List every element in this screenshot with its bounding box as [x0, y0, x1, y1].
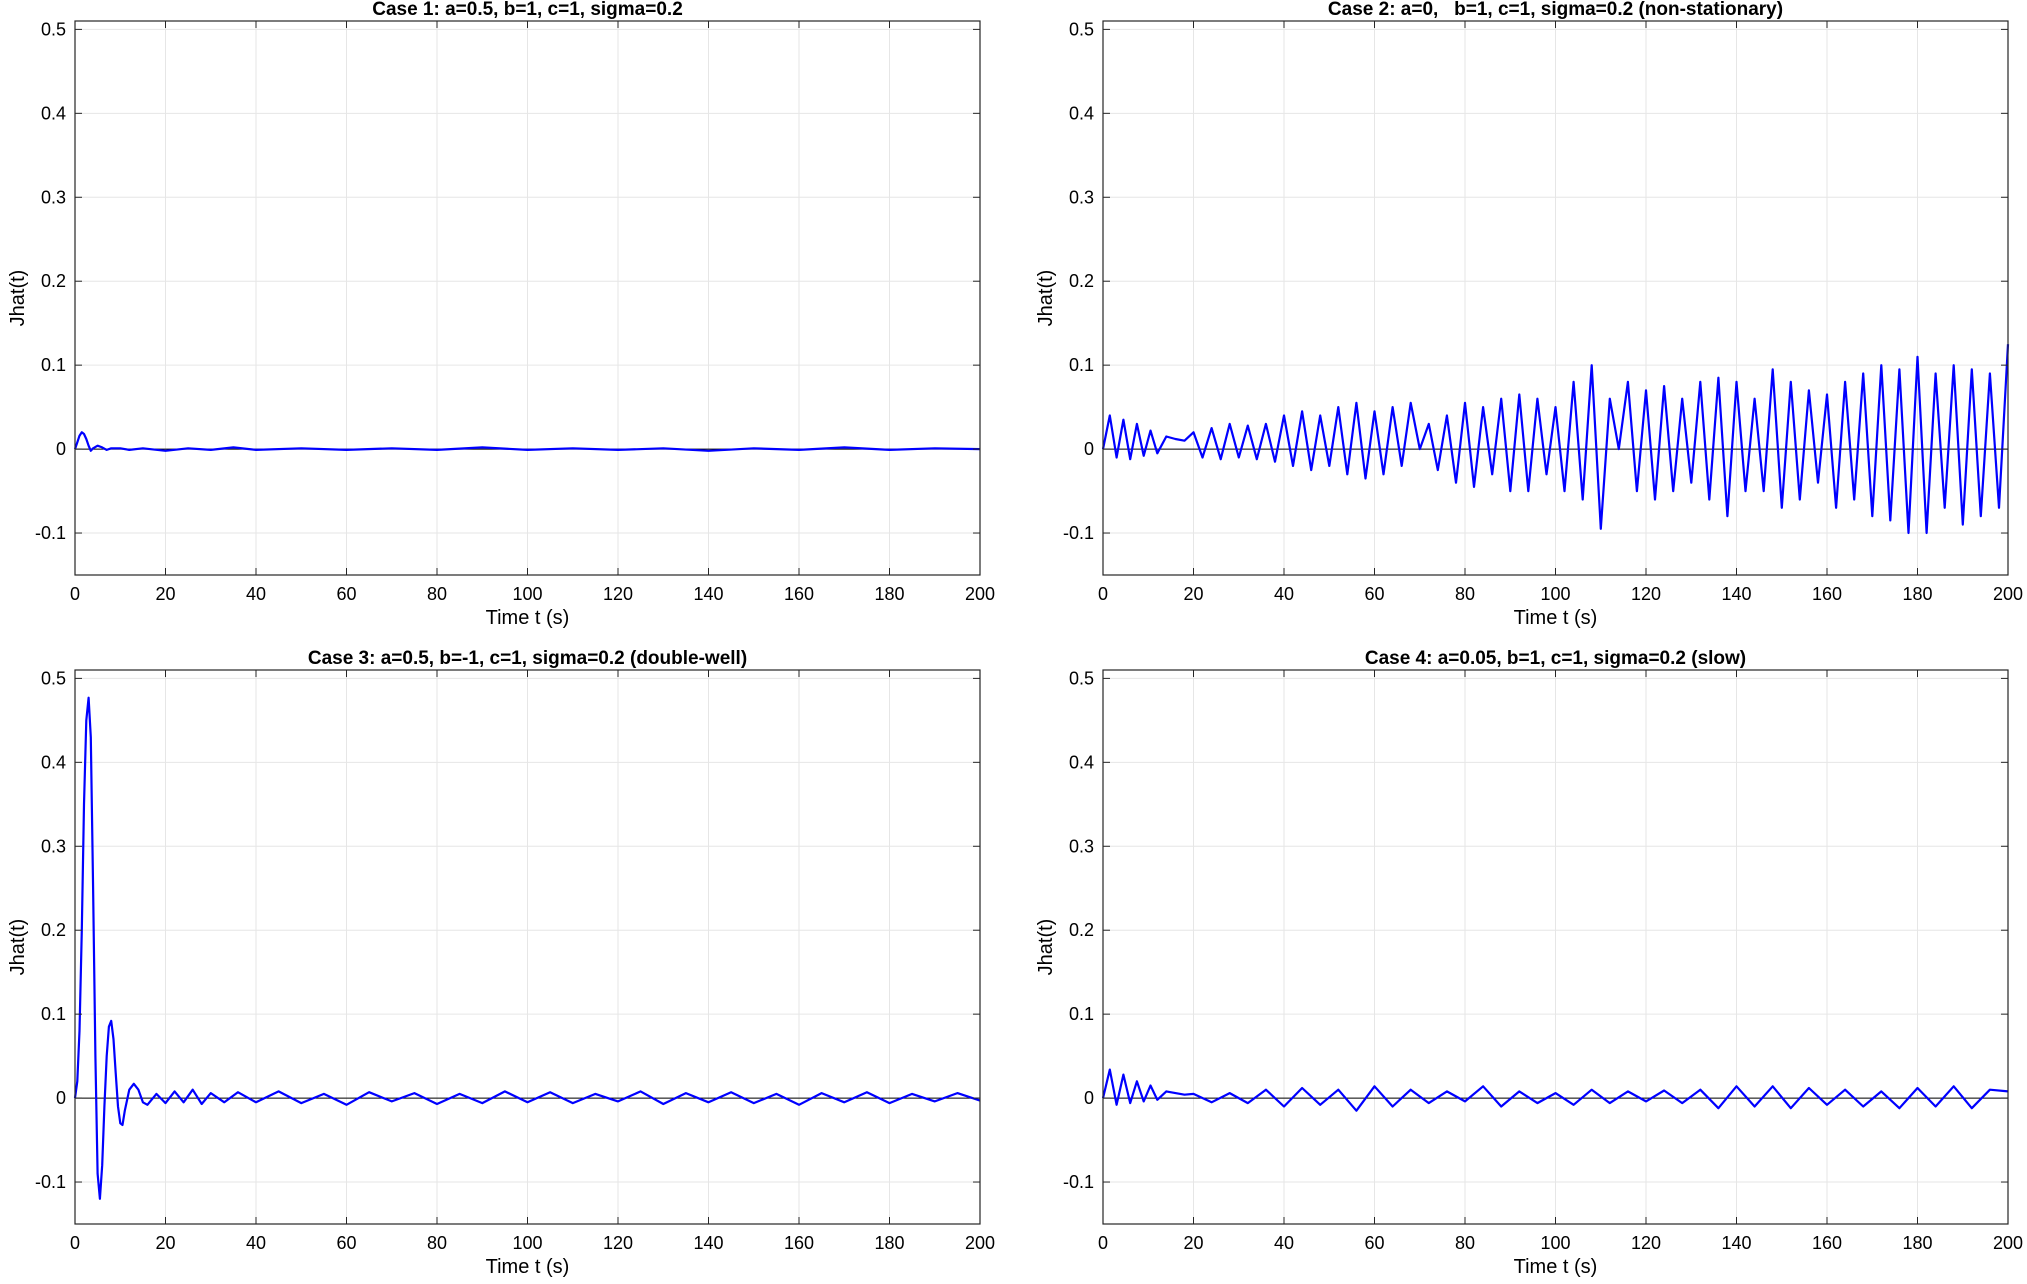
x-tick-label: 0	[70, 1233, 80, 1253]
y-axis-label: Jhat(t)	[7, 270, 29, 327]
x-tick-label: 80	[427, 1233, 447, 1253]
x-tick-label: 160	[1812, 584, 1842, 604]
x-tick-label: 180	[874, 1233, 904, 1253]
x-tick-label: 60	[1364, 584, 1384, 604]
chart-title: Case 2: a=0, b=1, c=1, sigma=0.2 (non-st…	[1328, 0, 1783, 20]
x-tick-label: 140	[693, 1233, 723, 1253]
y-tick-label: 0.4	[1069, 103, 1094, 123]
y-tick-label: 0.4	[41, 752, 66, 772]
y-tick-label: 0.4	[41, 103, 66, 123]
y-tick-label: 0.5	[1069, 668, 1094, 688]
x-tick-label: 40	[1274, 1233, 1294, 1253]
y-tick-label: 0.4	[1069, 752, 1094, 772]
x-tick-label: 120	[1631, 1233, 1661, 1253]
series-line-1	[1101, 344, 2010, 535]
x-tick-label: 80	[1455, 1233, 1475, 1253]
x-tick-label: 20	[1183, 1233, 1203, 1253]
x-tick-label: 40	[246, 1233, 266, 1253]
y-tick-label: 0.5	[1069, 19, 1094, 39]
y-tick-label: 0	[1084, 1088, 1094, 1108]
y-tick-label: 0.3	[1069, 187, 1094, 207]
x-tick-label: 200	[965, 1233, 995, 1253]
x-tick-label: 100	[512, 584, 542, 604]
y-tick-label: 0.3	[1069, 836, 1094, 856]
x-tick-label: 60	[1364, 1233, 1384, 1253]
x-tick-label: 160	[784, 1233, 814, 1253]
x-tick-label: 180	[1902, 584, 1932, 604]
y-tick-label: 0.1	[41, 355, 66, 375]
x-axis-label: Time t (s)	[1514, 1256, 1598, 1278]
x-axis-label: Time t (s)	[486, 607, 570, 629]
subplot-2: 0 20 40 60 80 100 120 140 160 180 200 -0.1 0 0.1 0.2 0.…	[1035, 0, 2023, 629]
x-tick-label: 160	[784, 584, 814, 604]
x-tick-label: 120	[603, 584, 633, 604]
y-tick-label: 0.3	[41, 836, 66, 856]
y-tick-label: 0.1	[41, 1004, 66, 1024]
x-tick-label: 140	[693, 584, 723, 604]
x-tick-label: 100	[512, 1233, 542, 1253]
y-tick-label: -0.1	[1063, 1172, 1094, 1192]
x-tick-label: 60	[336, 584, 356, 604]
y-tick-label: 0.1	[1069, 355, 1094, 375]
x-tick-label: 0	[1098, 584, 1108, 604]
x-tick-label: 100	[1540, 584, 1570, 604]
subplot-1: 0 20 40 60 80 100 120 140 160 180 200 -0.1 0 0.1 0.2 0.…	[7, 0, 995, 629]
y-tick-label: 0.3	[41, 187, 66, 207]
x-tick-label: 20	[155, 1233, 175, 1253]
y-tick-label: 0	[56, 1088, 66, 1108]
x-tick-label: 180	[874, 584, 904, 604]
y-tick-label: 0.2	[41, 271, 66, 291]
x-tick-label: 200	[1993, 584, 2023, 604]
chart-title: Case 3: a=0.5, b=-1, c=1, sigma=0.2 (dou…	[308, 648, 747, 669]
x-tick-label: 20	[155, 584, 175, 604]
x-axis-label: Time t (s)	[1514, 607, 1598, 629]
y-tick-label: -0.1	[35, 523, 66, 543]
y-axis-label: Jhat(t)	[1035, 270, 1057, 327]
series-line-1	[73, 696, 981, 1200]
y-tick-label: 0.2	[41, 920, 66, 940]
y-tick-label: 0.1	[1069, 1004, 1094, 1024]
y-axis-label: Jhat(t)	[1035, 919, 1057, 976]
y-tick-label: 0.2	[1069, 271, 1094, 291]
y-tick-label: 0.5	[41, 668, 66, 688]
x-tick-label: 0	[1098, 1233, 1108, 1253]
y-tick-label: 0.2	[1069, 920, 1094, 940]
x-tick-label: 200	[965, 584, 995, 604]
subplot-3: 0 20 40 60 80 100 120 140 160 180 200 -0.1 0 0.1 0.2 0.…	[7, 648, 995, 1278]
x-tick-label: 80	[427, 584, 447, 604]
x-tick-label: 40	[1274, 584, 1294, 604]
y-tick-label: 0	[1084, 439, 1094, 459]
x-tick-label: 140	[1721, 1233, 1751, 1253]
y-axis-label: Jhat(t)	[7, 919, 29, 976]
y-tick-label: -0.1	[1063, 523, 1094, 543]
x-axis-label: Time t (s)	[486, 1256, 570, 1278]
y-tick-label: 0.5	[41, 19, 66, 39]
series-line-1	[1101, 1068, 2009, 1112]
subplot-4: 0 20 40 60 80 100 120 140 160 180 200 -0.1 0 0.1 0.2 0.…	[1035, 648, 2023, 1278]
x-tick-label: 200	[1993, 1233, 2023, 1253]
x-tick-label: 60	[336, 1233, 356, 1253]
x-tick-label: 80	[1455, 584, 1475, 604]
x-tick-label: 20	[1183, 584, 1203, 604]
x-tick-label: 120	[603, 1233, 633, 1253]
x-tick-label: 160	[1812, 1233, 1842, 1253]
series-line-1	[73, 431, 981, 452]
x-tick-label: 140	[1721, 584, 1751, 604]
chart-title: Case 1: a=0.5, b=1, c=1, sigma=0.2	[372, 0, 683, 20]
x-tick-label: 40	[246, 584, 266, 604]
x-tick-label: 0	[70, 584, 80, 604]
x-tick-label: 180	[1902, 1233, 1932, 1253]
y-tick-label: 0	[56, 439, 66, 459]
chart-title: Case 4: a=0.05, b=1, c=1, sigma=0.2 (slo…	[1365, 648, 1746, 669]
x-tick-label: 120	[1631, 584, 1661, 604]
x-tick-label: 100	[1540, 1233, 1570, 1253]
y-tick-label: -0.1	[35, 1172, 66, 1192]
